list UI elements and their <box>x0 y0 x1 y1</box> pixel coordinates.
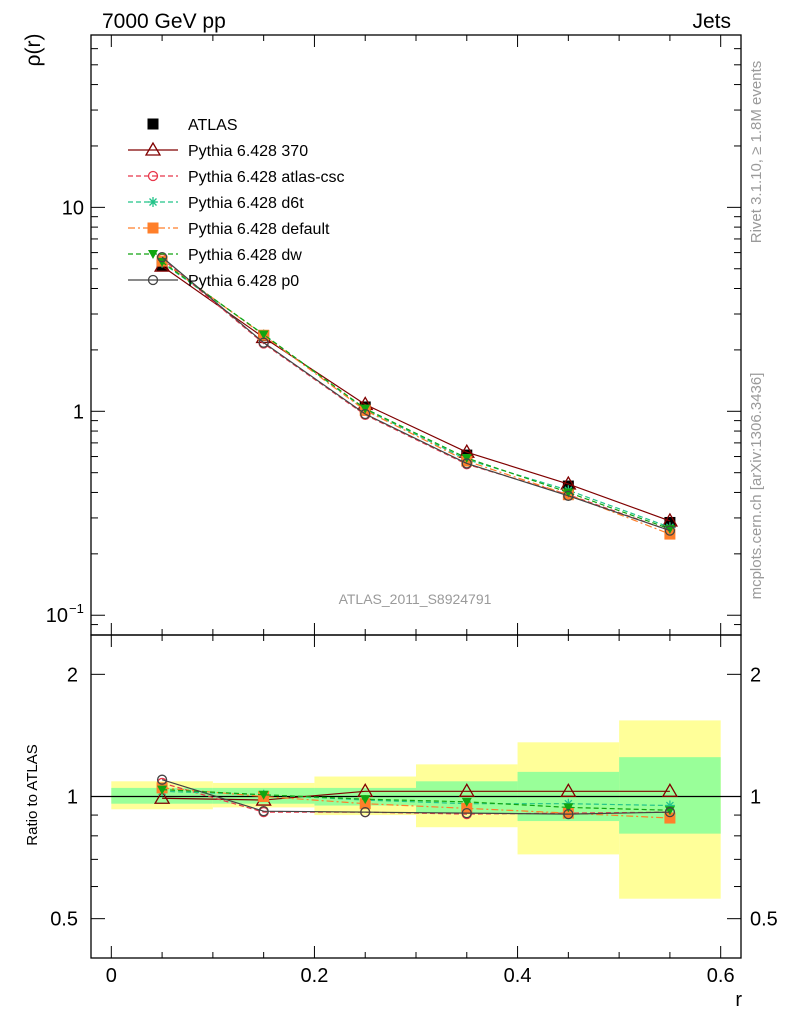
main-series-3-line <box>161 262 671 528</box>
main-panel-series <box>153 251 679 540</box>
legend-entry-2: Pythia 6.428 atlas-csc <box>128 169 345 186</box>
main-series-5-point-0 <box>157 257 168 267</box>
ratio-series-5-point-0 <box>156 774 168 785</box>
main-series-4-point-5 <box>664 528 676 540</box>
main-series-6-point-5 <box>664 525 676 536</box>
ratio-y-tick-label-right-1: 1 <box>750 787 761 809</box>
legend: ATLAS Pythia 6.428 370 Pythia 6.428 atlas-… <box>128 117 345 290</box>
x-tick-label-3: 0.6 <box>707 965 735 987</box>
ratio-series-5-point-4 <box>563 808 574 820</box>
legend-label-0: ATLAS <box>188 117 238 134</box>
ratio-series-3-point-5 <box>664 812 676 824</box>
ratio-series-4-point-3 <box>461 797 472 807</box>
ratio-series-5-point-3 <box>461 807 472 819</box>
mcplots-label: mcplots.cern.ch [arXiv:1306.3436] <box>748 373 765 600</box>
main-series-6 <box>156 251 676 536</box>
main-y-tick-label-1: 1 <box>73 401 84 423</box>
legend-label-5: Pythia 6.428 dw <box>188 247 302 264</box>
main-series-6-line <box>161 256 671 532</box>
main-series-6-point-0 <box>156 251 168 263</box>
main-series-1-line <box>161 265 671 522</box>
ratio-y-tick-label-right-2: 2 <box>750 664 761 686</box>
header-right: Jets <box>692 10 731 33</box>
main-y-axis-label: ρ(r) <box>22 34 45 67</box>
ratio-series-0-point-0 <box>153 789 171 804</box>
x-tick-label-2: 0.4 <box>504 965 532 987</box>
ratio-series-0-point-3 <box>458 783 475 797</box>
ratio-series-5-line <box>161 779 670 815</box>
main-series-5-line <box>161 261 671 530</box>
ratio-series-0-point-5 <box>661 783 679 797</box>
ratio-series-5-point-5 <box>664 807 676 818</box>
main-y-tick-label-2: 10 <box>62 197 84 219</box>
ratio-y-tick-label-right-0: 0.5 <box>750 909 778 931</box>
ratio-y-axis-label: Ratio to ATLAS <box>24 744 41 845</box>
ratio-series-2-point-5 <box>664 800 675 811</box>
legend-entry-5: Pythia 6.428 dw <box>128 247 302 264</box>
ratio-series-5 <box>156 774 676 820</box>
ratio-panel-series <box>153 774 679 824</box>
ratio-series-3-point-4 <box>562 807 574 819</box>
main-series-6-point-3 <box>461 458 472 469</box>
ratio-y-tick-label-left-1: 1 <box>67 787 78 809</box>
x-tick-label-1: 0.2 <box>301 965 329 987</box>
legend-label-1: Pythia 6.428 370 <box>188 143 308 160</box>
main-series-6-point-1 <box>258 337 269 348</box>
main-series-6-point-4 <box>563 490 574 501</box>
legend-marker-4 <box>147 222 159 234</box>
legend-marker-5 <box>148 250 158 259</box>
legend-entry-4: Pythia 6.428 default <box>128 221 330 238</box>
ratio-series-5-point-1 <box>258 806 269 817</box>
ratio-series-4-point-4 <box>563 803 574 813</box>
main-series-5-point-1 <box>258 330 269 340</box>
legend-marker-3 <box>148 197 158 207</box>
header-left: 7000 GeV pp <box>102 10 226 33</box>
ratio-series-4-line <box>162 788 670 811</box>
ratio-series-0-point-4 <box>560 783 577 797</box>
ratio-series-0-line <box>162 790 670 801</box>
x-tick-label-0: 0 <box>106 965 117 987</box>
legend-entry-3: Pythia 6.428 d6t <box>128 195 304 212</box>
legend-marker-6 <box>147 274 159 286</box>
ratio-series-4-point-0 <box>157 785 168 795</box>
main-y-tick-label-exp-0: −1 <box>69 601 84 616</box>
ratio-series-5-point-2 <box>360 807 371 818</box>
x-axis-label: r <box>735 989 742 1011</box>
main-series-6-point-2 <box>360 408 371 420</box>
legend-label-2: Pythia 6.428 atlas-csc <box>188 169 345 186</box>
legend-label-6: Pythia 6.428 p0 <box>188 273 299 290</box>
main-series-2-line <box>161 258 671 532</box>
main-y-tick-label-0: 10 <box>46 605 68 627</box>
legend-marker-2 <box>147 170 159 182</box>
legend-label-3: Pythia 6.428 d6t <box>188 195 304 212</box>
ratio-y-tick-label-left-2: 2 <box>67 664 78 686</box>
legend-entry-6: Pythia 6.428 p0 <box>128 273 299 290</box>
rivet-version-label: Rivet 3.1.10, ≥ 1.8M events <box>748 61 765 244</box>
ratio-y-tick-label-left-0: 0.5 <box>50 909 78 931</box>
legend-marker-0 <box>147 118 159 130</box>
legend-entry-1: Pythia 6.428 370 <box>128 141 308 160</box>
legend-entry-0: ATLAS <box>147 117 238 134</box>
ratio-series-4-point-2 <box>360 795 371 805</box>
analysis-id: ATLAS_2011_S8924791 <box>339 591 492 607</box>
legend-label-4: Pythia 6.428 default <box>188 221 330 238</box>
ratio-series-4-point-1 <box>258 790 269 800</box>
main-series-5-point-4 <box>563 488 574 498</box>
legend-marker-1 <box>144 141 162 156</box>
